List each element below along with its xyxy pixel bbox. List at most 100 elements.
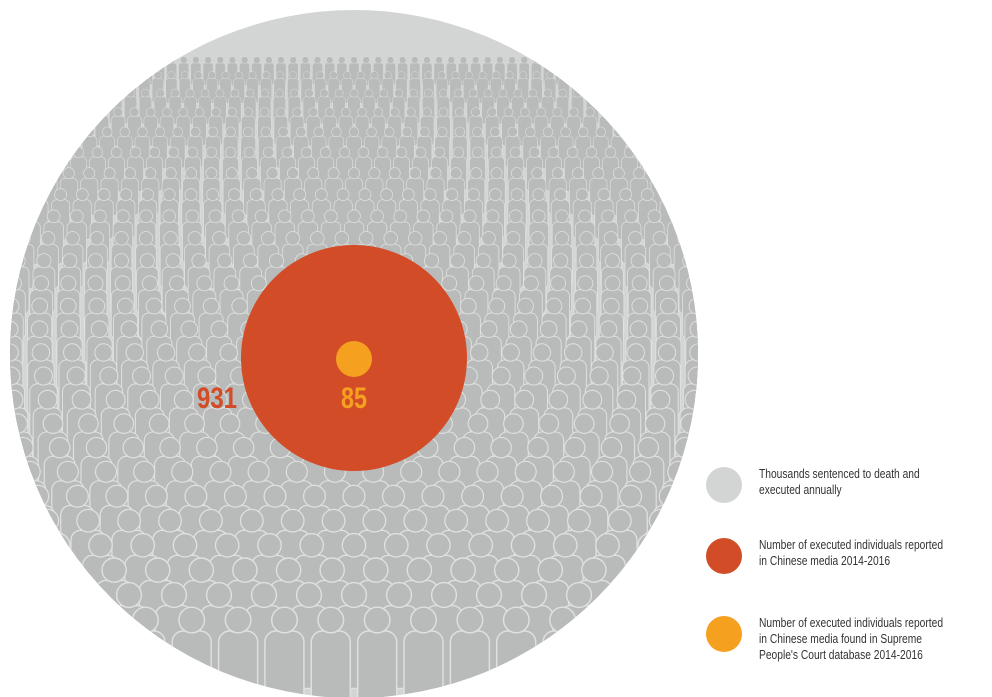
crowd-figure-head bbox=[48, 436, 71, 459]
crowd-figure-head bbox=[169, 275, 186, 292]
crowd-figure-head bbox=[666, 126, 677, 138]
crowd-figure-head bbox=[641, 188, 654, 201]
crowd-figure-head bbox=[569, 56, 577, 64]
crowd-figure-head bbox=[228, 188, 241, 201]
crowd-figure-head bbox=[59, 297, 77, 315]
crowd-figure-head bbox=[520, 581, 548, 609]
crowd-figure-head bbox=[185, 167, 198, 180]
crowd-figure-body bbox=[631, 115, 646, 147]
crowd-figure-head bbox=[565, 581, 593, 609]
crowd-figure-head bbox=[627, 71, 636, 80]
crowd-figure-head bbox=[550, 275, 567, 292]
crowd-figure-head bbox=[437, 126, 448, 138]
crowd-figure-body bbox=[702, 63, 712, 85]
crowd-figure-body bbox=[748, 244, 769, 289]
crowd-figure-head bbox=[97, 188, 111, 201]
crowd-figure-body bbox=[604, 62, 615, 86]
crowd-figure-head bbox=[619, 484, 643, 508]
crowd-figure-head bbox=[451, 71, 460, 80]
crowd-figure-head bbox=[601, 209, 615, 224]
crowd-figure-head bbox=[632, 88, 642, 98]
crowd-figure-head bbox=[15, 146, 28, 158]
legend-item-media: Number of executed individuals reported … bbox=[706, 537, 988, 574]
crowd-figure-head bbox=[334, 88, 344, 98]
crowd-figure-head bbox=[388, 167, 401, 180]
crowd-figure-head bbox=[126, 71, 135, 80]
crowd-figure-head bbox=[605, 56, 613, 64]
crowd-figure-head bbox=[748, 108, 757, 117]
crowd-figure-head bbox=[10, 508, 19, 533]
crowd-figure-head bbox=[556, 366, 576, 386]
crowd-figure-head bbox=[573, 71, 582, 80]
crowd-figure-head bbox=[441, 275, 458, 292]
crowd-figure-head bbox=[738, 147, 749, 158]
crowd-figure-head bbox=[715, 108, 724, 117]
crowd-figure-head bbox=[319, 557, 345, 583]
crowd-figure-head bbox=[564, 343, 583, 362]
crowd-figure-head bbox=[647, 88, 657, 98]
crowd-figure-head bbox=[156, 343, 176, 362]
crowd-figure-body bbox=[105, 62, 117, 86]
crowd-figure-head bbox=[590, 460, 614, 483]
crowd-figure-head bbox=[10, 253, 26, 269]
crowd-figure-head bbox=[145, 297, 163, 315]
crowd-figure-head bbox=[259, 107, 270, 117]
crowd-figure-body bbox=[10, 96, 18, 125]
crowd-figure-body bbox=[647, 115, 662, 147]
crowd-figure-head bbox=[699, 108, 708, 117]
crowd-figure-head bbox=[366, 126, 377, 138]
crowd-figure-head bbox=[600, 71, 609, 80]
crowd-figure-body bbox=[689, 62, 698, 86]
crowd-figure-body bbox=[678, 156, 695, 193]
crowd-figure-body bbox=[725, 200, 743, 240]
crowd-figure-head bbox=[500, 484, 524, 508]
crowd-figure-head bbox=[617, 107, 628, 117]
crowd-figure-head bbox=[633, 167, 646, 180]
crowd-figure-head bbox=[94, 343, 113, 362]
crowd-figure-head bbox=[552, 532, 578, 558]
crowd-figure-head bbox=[105, 484, 129, 508]
crowd-figure-head bbox=[194, 107, 205, 117]
crowd-figure-body bbox=[659, 156, 676, 193]
crowd-figure-head bbox=[289, 71, 298, 80]
crowd-figure-head bbox=[406, 107, 416, 117]
court-database-value: 85 bbox=[341, 382, 367, 415]
crowd-figure-body bbox=[680, 115, 695, 147]
crowd-figure-head bbox=[60, 275, 77, 292]
crowd-figure-head bbox=[141, 88, 150, 98]
crowd-figure-head bbox=[131, 606, 159, 634]
crowd-figure-head bbox=[450, 557, 476, 583]
crowd-figure-head bbox=[519, 71, 528, 80]
crowd-figure-body bbox=[670, 177, 689, 216]
crowd-figure-head bbox=[476, 460, 499, 483]
crowd-figure-head bbox=[156, 88, 165, 98]
crowd-figure-head bbox=[276, 107, 286, 117]
crowd-figure-head bbox=[266, 167, 279, 180]
crowd-figure-head bbox=[295, 126, 307, 138]
crowd-figure-body bbox=[720, 78, 731, 103]
crowd-figure-head bbox=[304, 88, 314, 98]
crowd-figure-head bbox=[597, 188, 611, 201]
crowd-figure-head bbox=[545, 56, 553, 64]
crowd-figure-head bbox=[424, 88, 433, 98]
crowd-figure-head bbox=[585, 146, 598, 158]
crowd-figure-head bbox=[202, 297, 220, 315]
crowd-figure-head bbox=[655, 581, 683, 609]
crowd-figure-head bbox=[667, 460, 690, 483]
crowd-figure-head bbox=[578, 126, 589, 138]
crowd-figure-head bbox=[682, 253, 698, 269]
crowd-figure-head bbox=[449, 253, 465, 269]
crowd-figure-body bbox=[44, 62, 56, 86]
crowd-figure-head bbox=[522, 275, 539, 292]
crowd-figure-head bbox=[484, 56, 492, 64]
crowd-figure-head bbox=[681, 71, 690, 80]
crowd-figure-head bbox=[654, 366, 675, 386]
crowd-figure-head bbox=[10, 209, 15, 224]
crowd-figure-head bbox=[208, 71, 216, 80]
crowd-figure-head bbox=[342, 484, 366, 508]
crowd-figure-body bbox=[616, 62, 627, 86]
crowd-figure-head bbox=[703, 57, 710, 64]
crowd-figure-head bbox=[225, 167, 238, 180]
crowd-figure-head bbox=[208, 209, 223, 224]
